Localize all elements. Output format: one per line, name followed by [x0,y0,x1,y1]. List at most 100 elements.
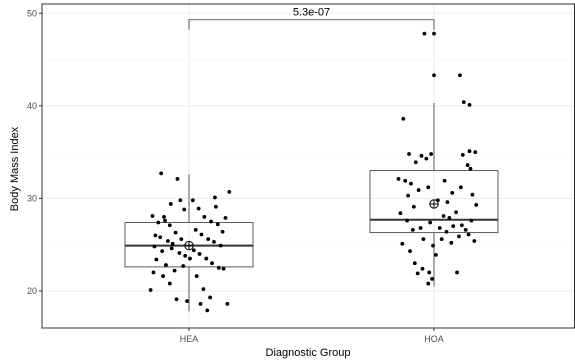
data-point [185,299,189,304]
data-point [467,103,472,107]
data-point [154,257,159,262]
data-point [182,207,187,212]
data-point [193,227,198,232]
mean-marker-hea [184,240,194,251]
iqr-box [369,170,499,234]
data-point [422,31,427,36]
data-point [458,73,462,78]
data-point [183,253,188,258]
data-point [470,192,475,197]
data-point [150,214,155,218]
data-point [191,248,196,253]
data-point [441,214,446,218]
data-point [181,264,186,268]
data-point [472,239,477,243]
data-point [426,281,431,286]
data-point [167,281,172,286]
data-point [202,215,207,219]
data-point [416,188,421,192]
data-point [398,211,403,216]
data-point [419,153,424,158]
data-point [178,198,183,203]
data-point [432,73,436,78]
data-point [457,234,461,239]
data-point [213,204,218,209]
mean-marker-hoa [429,199,439,209]
data-point [467,149,472,154]
data-point [437,226,442,230]
data-point [199,232,204,237]
data-point [167,223,172,228]
data-point [216,265,221,270]
data-point [403,178,408,183]
data-point [463,227,468,232]
data-point [169,246,174,251]
data-point [450,190,455,195]
data-point [415,271,420,276]
data-point [159,171,164,176]
data-point [449,240,454,245]
y-tick-label: 30 [27,193,37,203]
data-point [426,185,431,190]
data-point [213,195,217,200]
bracket-line [188,19,435,30]
data-point [206,237,211,242]
data-point [473,150,478,155]
data-point [442,178,447,183]
data-point [401,116,406,121]
data-point [459,223,464,228]
data-point [152,244,157,249]
data-point [218,243,223,248]
data-point [461,100,466,105]
data-point [158,235,163,240]
data-point [162,215,166,219]
data-point [455,270,459,275]
data-point [396,177,401,181]
data-point [429,152,434,156]
data-point [225,302,230,306]
data-point [179,237,184,242]
data-point [434,252,438,257]
data-point [460,152,465,157]
p-value-label: 5.3e-07 [293,7,330,19]
data-point [458,185,463,190]
data-point [175,177,180,181]
data-point [409,181,413,186]
data-point [177,251,182,255]
data-point [468,166,473,171]
data-point [188,256,192,261]
data-point [165,239,170,243]
data-point [418,226,423,230]
data-point [427,270,432,275]
data-point [406,193,410,198]
data-point [405,218,410,223]
data-point [439,237,444,242]
data-point [198,302,203,306]
data-point [451,224,456,229]
significance-bracket: 5.3e-07 [188,7,435,30]
data-point [412,261,417,266]
data-point [208,295,213,300]
data-point [197,252,202,256]
data-point [173,230,178,235]
data-point [421,237,426,242]
data-point [447,215,452,220]
data-point [424,156,429,161]
data-point [420,266,425,271]
data-point [469,218,474,223]
x-tick-label: HEA [180,334,199,344]
data-point [160,249,165,254]
data-points [148,31,479,313]
data-point [196,206,201,211]
data-point [161,274,165,279]
data-point [153,233,158,238]
data-point [204,256,209,261]
grid-lines [42,4,575,328]
data-point [474,202,479,207]
data-point [431,243,435,248]
x-axis-title: Diagnostic Group [266,347,351,359]
x-tick-label: HOA [424,334,444,344]
panel-background [42,4,575,328]
box-hoa [369,103,499,287]
